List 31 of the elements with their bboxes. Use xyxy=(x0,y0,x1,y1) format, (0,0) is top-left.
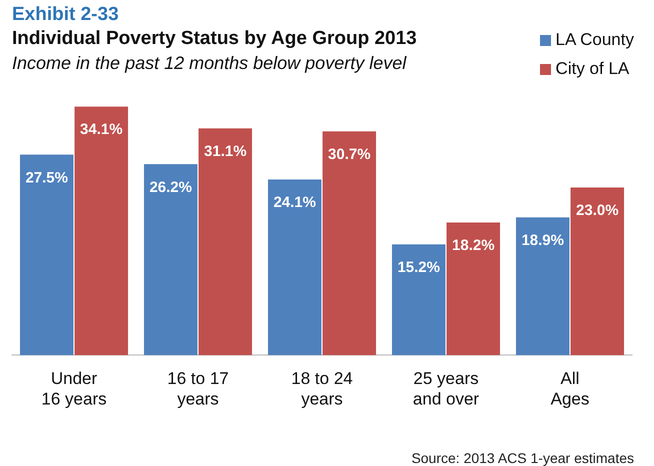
x-tick-label: 18 to 24 years xyxy=(291,369,353,408)
data-label: 34.1% xyxy=(80,121,123,138)
data-label: 30.7% xyxy=(328,146,371,163)
x-tick-label: All Ages xyxy=(550,369,590,408)
chart-subtitle: Income in the past 12 months below poverty level xyxy=(12,53,408,74)
bar xyxy=(446,222,500,356)
text: Exhibit 2-33 xyxy=(12,4,120,26)
data-label: 31.1% xyxy=(204,143,247,160)
bar xyxy=(322,131,376,356)
bar xyxy=(392,244,446,356)
data-label: 23.0% xyxy=(576,202,619,220)
bar xyxy=(20,154,74,356)
bar xyxy=(198,128,252,356)
data-label: 18.9% xyxy=(521,232,564,250)
bar xyxy=(570,187,624,356)
x-tick-label: 25 years and over xyxy=(412,369,480,408)
legend-label: LA County xyxy=(554,30,634,50)
bar xyxy=(144,164,198,356)
data-label: 26.2% xyxy=(149,178,192,196)
data-label: 18.2% xyxy=(452,237,495,254)
data-label: 27.5% xyxy=(25,169,68,186)
bar xyxy=(74,106,128,356)
bar xyxy=(268,179,322,356)
data-label: 24.1% xyxy=(273,194,316,212)
x-tick-label: 16 to 17 years xyxy=(167,369,229,408)
bar xyxy=(516,217,570,356)
data-label: 15.2% xyxy=(397,259,440,276)
source-note: Source: 2013 ACS 1-year estimates xyxy=(411,450,634,466)
chart-title: Individual Poverty Status by Age Group 2013 xyxy=(12,28,417,50)
legend-label: City of LA xyxy=(554,59,630,79)
x-tick-label: Under 16 years xyxy=(41,369,107,408)
